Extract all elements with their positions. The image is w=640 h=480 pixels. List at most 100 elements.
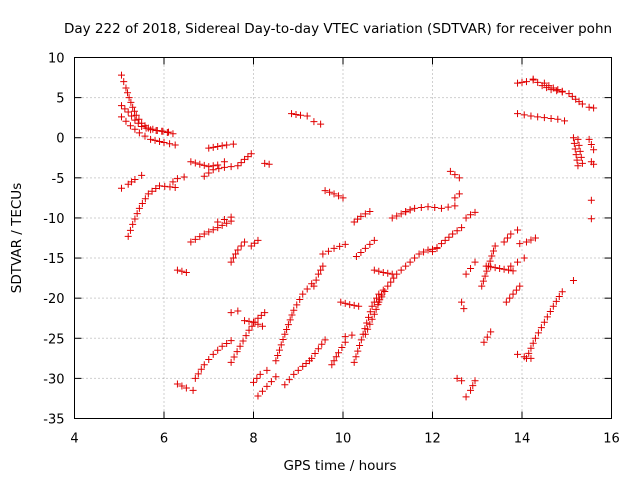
data-point xyxy=(311,350,319,358)
data-point xyxy=(590,160,598,168)
data-point xyxy=(173,266,181,274)
data-point xyxy=(357,336,365,344)
data-point xyxy=(552,297,560,305)
data-point xyxy=(310,282,318,290)
y-tick-label: 5 xyxy=(56,92,64,107)
data-point xyxy=(239,337,247,345)
data-point xyxy=(482,262,490,270)
data-point xyxy=(156,137,164,145)
data-point xyxy=(467,264,475,272)
data-point xyxy=(131,116,139,124)
data-point xyxy=(534,113,542,121)
data-point xyxy=(200,172,208,180)
data-point xyxy=(361,244,369,252)
data-point xyxy=(337,298,345,306)
data-point xyxy=(487,263,495,271)
y-tick-label: 0 xyxy=(56,132,64,147)
data-point xyxy=(205,228,213,236)
x-tick-label: 6 xyxy=(160,432,168,447)
plot-frame xyxy=(74,57,612,419)
data-point xyxy=(509,290,517,298)
data-point xyxy=(558,288,566,296)
data-point xyxy=(514,350,522,358)
data-point xyxy=(261,309,269,317)
data-point xyxy=(451,171,459,179)
data-point xyxy=(332,353,340,361)
data-point xyxy=(214,218,222,226)
data-point xyxy=(314,345,322,353)
y-tick-label: -20 xyxy=(43,292,64,307)
data-point xyxy=(173,175,181,183)
data-point xyxy=(393,212,401,220)
data-point xyxy=(379,286,387,294)
data-point xyxy=(496,264,504,272)
data-point xyxy=(314,270,322,278)
data-point xyxy=(453,227,461,235)
data-point xyxy=(500,265,508,273)
data-point xyxy=(138,200,146,208)
data-point xyxy=(516,240,524,248)
data-point xyxy=(242,332,250,340)
data-point xyxy=(196,160,204,168)
data-point xyxy=(129,220,137,228)
data-point xyxy=(554,86,562,94)
data-point xyxy=(290,370,298,378)
data-point xyxy=(241,317,249,325)
y-axis-label: SDTVAR / TECUs xyxy=(9,183,25,293)
data-point xyxy=(122,84,130,92)
data-point xyxy=(310,118,318,126)
data-point xyxy=(294,366,302,374)
data-point xyxy=(263,382,271,390)
data-point xyxy=(527,344,535,352)
data-point xyxy=(138,171,146,179)
data-point xyxy=(555,293,563,301)
data-point xyxy=(234,246,242,254)
data-point xyxy=(117,71,125,79)
data-point xyxy=(356,341,364,349)
data-point xyxy=(514,226,522,234)
data-point xyxy=(124,232,132,240)
data-point xyxy=(163,129,171,137)
data-point xyxy=(253,374,261,382)
data-point xyxy=(478,282,486,290)
data-point xyxy=(220,163,228,171)
data-point xyxy=(357,212,365,220)
data-point xyxy=(471,208,479,216)
data-point xyxy=(169,178,177,186)
data-point xyxy=(274,351,282,359)
data-point xyxy=(223,141,231,149)
data-point xyxy=(527,112,535,120)
data-point xyxy=(572,151,580,159)
data-point xyxy=(574,135,582,143)
data-point xyxy=(296,111,304,119)
data-point xyxy=(169,130,177,138)
data-point xyxy=(241,238,249,246)
data-point xyxy=(529,75,537,83)
data-point xyxy=(281,330,289,338)
data-point xyxy=(507,262,515,270)
data-point xyxy=(569,134,577,142)
data-point xyxy=(540,79,548,87)
data-point xyxy=(462,393,470,401)
data-point xyxy=(290,306,298,314)
data-point xyxy=(234,162,242,170)
data-point xyxy=(445,233,453,241)
data-point xyxy=(341,240,349,248)
data-point xyxy=(218,142,226,150)
data-point xyxy=(178,382,186,390)
data-point xyxy=(189,386,197,394)
data-point xyxy=(254,392,262,400)
data-point xyxy=(234,307,242,315)
data-point xyxy=(254,320,262,328)
data-point xyxy=(205,163,213,171)
data-point xyxy=(141,132,149,140)
data-point xyxy=(366,240,374,248)
data-point xyxy=(151,136,159,144)
data-point xyxy=(218,342,226,350)
data-point xyxy=(236,342,244,350)
data-point xyxy=(489,247,497,255)
data-point xyxy=(209,350,217,358)
data-point xyxy=(148,187,156,195)
data-point xyxy=(512,286,520,294)
data-point xyxy=(587,215,595,223)
